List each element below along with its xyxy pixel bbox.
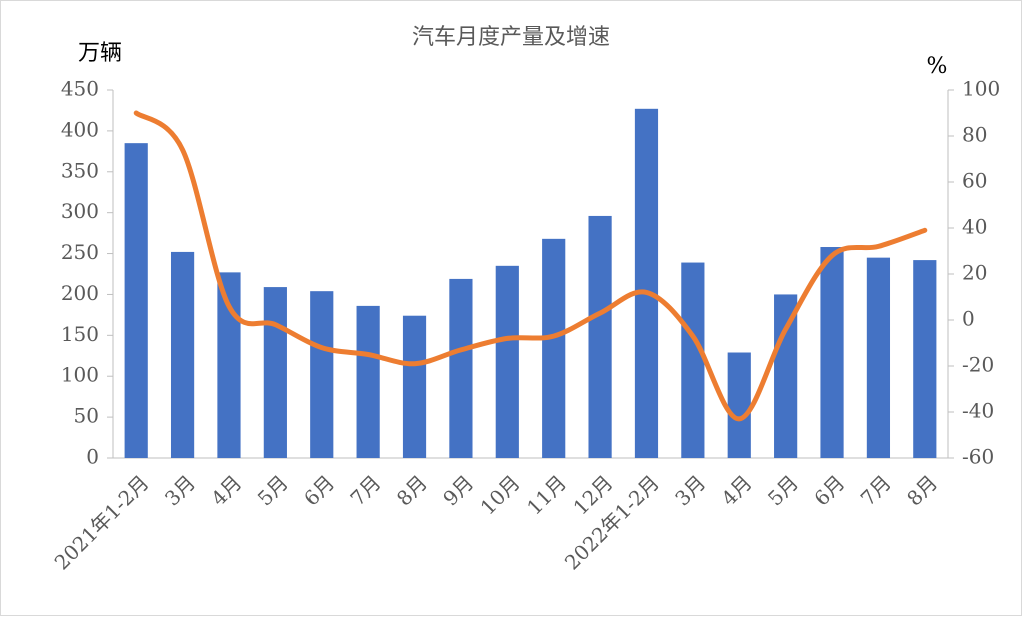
y2-axis-label: % [927, 54, 948, 79]
y-tick-label: 100 [61, 363, 99, 387]
y-tick-label: 150 [61, 322, 99, 346]
y2-tick-label: -20 [962, 353, 994, 377]
bar [727, 352, 751, 458]
y-tick-label: 400 [61, 117, 99, 141]
bar [402, 315, 427, 458]
bar [356, 305, 380, 458]
y-tick-label: 450 [61, 77, 99, 101]
y-axis-label: 万辆 [78, 41, 122, 66]
bar [310, 291, 334, 458]
bar [542, 238, 566, 458]
bar [634, 108, 659, 458]
bar [124, 143, 148, 458]
bar [913, 260, 937, 458]
y2-tick-label: -40 [962, 399, 994, 423]
bar [263, 287, 287, 458]
line [133, 110, 928, 422]
chart-title: 汽车月度产量及增速 [412, 25, 610, 50]
y-tick-label: 300 [61, 199, 99, 223]
bar [820, 247, 844, 458]
y2-tick-label: 20 [962, 261, 987, 285]
y-tick-label: 200 [61, 281, 99, 305]
bar [217, 272, 241, 458]
y2-tick-label: 0 [962, 307, 975, 331]
bar [588, 215, 612, 458]
bar [170, 251, 195, 458]
y2-tick-label: 40 [962, 215, 987, 239]
y-tick-label: 50 [74, 404, 99, 428]
y2-tick-label: -60 [962, 445, 994, 469]
y2-tick-label: 80 [962, 123, 987, 147]
bar [866, 257, 891, 458]
bar [495, 265, 519, 458]
y-tick-label: 0 [86, 445, 99, 469]
y2-tick-label: 100 [962, 77, 1000, 101]
y-tick-label: 250 [61, 240, 99, 264]
bar [449, 278, 473, 458]
bar [681, 262, 705, 458]
y2-tick-label: 60 [962, 169, 987, 193]
y-tick-label: 350 [61, 158, 99, 182]
